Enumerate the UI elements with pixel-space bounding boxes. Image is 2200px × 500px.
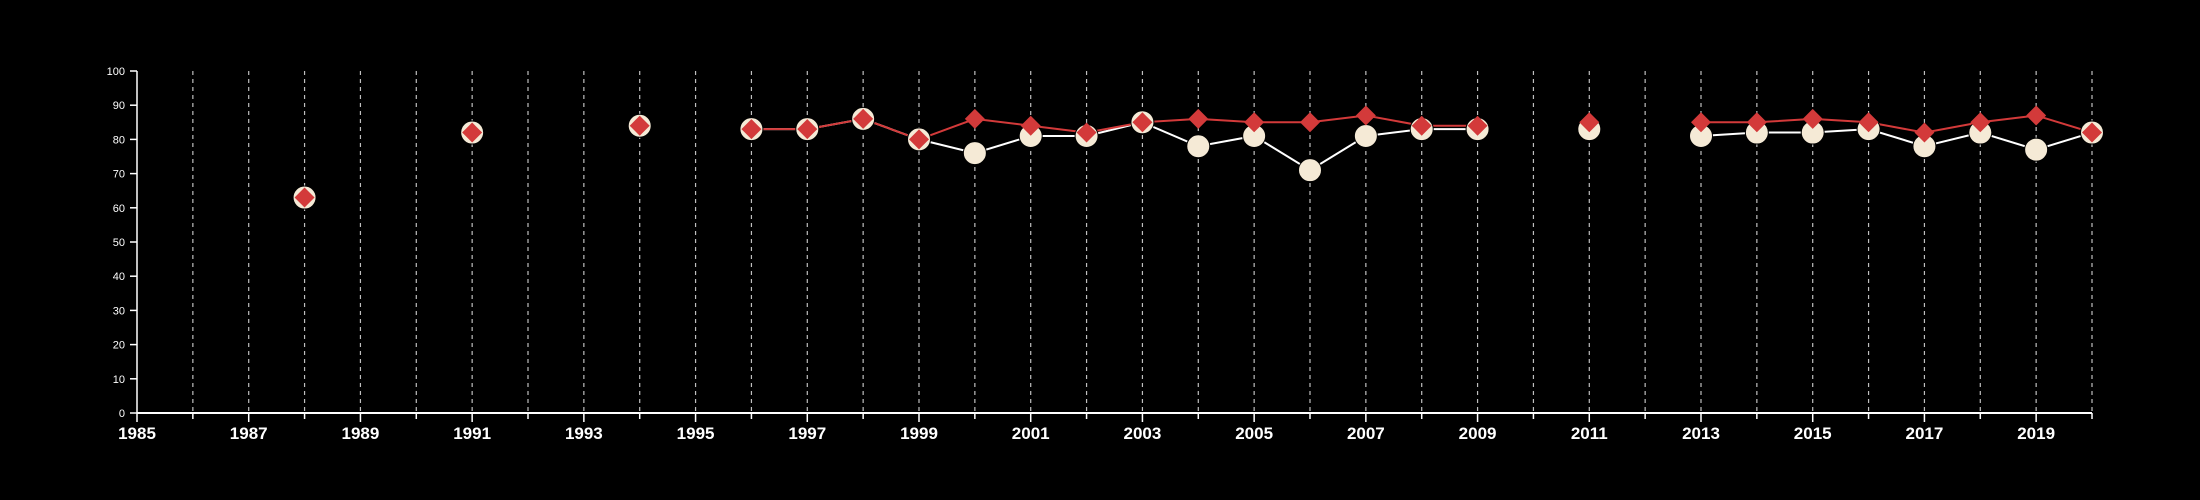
series-layer xyxy=(292,105,2104,210)
y-tick-label: 50 xyxy=(113,237,125,249)
y-tick-label: 100 xyxy=(107,66,125,78)
data-point-diamond xyxy=(294,187,315,208)
x-tick-label: 1997 xyxy=(788,424,826,443)
data-point-diamond xyxy=(1579,112,1600,133)
y-tick-label: 0 xyxy=(119,408,125,420)
x-tick-label: 2005 xyxy=(1235,424,1273,443)
data-point-diamond xyxy=(1132,112,1153,133)
y-tick-label: 60 xyxy=(113,203,125,215)
data-point-diamond xyxy=(1076,122,1097,143)
data-point-diamond xyxy=(1300,112,1320,133)
x-tick-label: 2017 xyxy=(1906,424,1944,443)
data-point-diamond xyxy=(1914,122,1935,143)
x-tick-label: 2015 xyxy=(1794,424,1832,443)
data-point-diamond xyxy=(1467,115,1488,136)
data-point-diamond xyxy=(2026,105,2047,126)
data-point-circle xyxy=(1353,123,1378,148)
x-tick-label: 2003 xyxy=(1124,424,1162,443)
data-point-diamond xyxy=(1746,112,1767,133)
x-tick-label: 2019 xyxy=(2017,424,2055,443)
data-point-diamond xyxy=(909,129,929,150)
y-tick-label: 10 xyxy=(113,374,125,386)
x-tick-label: 1999 xyxy=(900,424,938,443)
y-tick-label: 90 xyxy=(113,100,125,112)
data-point-diamond xyxy=(629,115,650,136)
data-point-diamond xyxy=(853,108,874,129)
data-point-circle xyxy=(1186,134,1211,159)
x-tick-label: 2009 xyxy=(1459,424,1497,443)
y-tick-label: 30 xyxy=(113,305,125,317)
data-point-diamond xyxy=(1411,115,1432,136)
x-tick-label: 1985 xyxy=(118,424,156,443)
data-point-diamond xyxy=(1244,112,1265,133)
x-tick-label: 2001 xyxy=(1012,424,1050,443)
data-point-diamond xyxy=(1802,108,1823,129)
data-point-diamond xyxy=(1188,108,1209,129)
data-point-diamond xyxy=(741,119,762,140)
data-point-circle xyxy=(2024,137,2049,162)
x-tick-label: 2011 xyxy=(1571,424,1608,443)
data-point-diamond xyxy=(1858,112,1879,133)
x-tick-label: 1987 xyxy=(230,424,268,443)
x-tick-label: 1995 xyxy=(677,424,715,443)
data-point-diamond xyxy=(1355,105,1376,126)
x-tick-label: 1993 xyxy=(565,424,603,443)
data-point-diamond xyxy=(797,119,818,140)
x-tick-label: 1991 xyxy=(453,424,491,443)
y-tick-label: 40 xyxy=(113,271,125,283)
x-tick-label: 1989 xyxy=(342,424,380,443)
data-point-diamond xyxy=(462,122,483,143)
y-tick-label: 80 xyxy=(113,134,125,146)
data-point-circle xyxy=(962,141,987,166)
data-point-diamond xyxy=(1691,112,1711,133)
data-point-diamond xyxy=(2082,122,2102,143)
data-point-diamond xyxy=(1020,115,1041,136)
data-point-diamond xyxy=(1970,112,1991,133)
x-tick-label: 2007 xyxy=(1347,424,1385,443)
axes: 0 10 20 30 40 50 60 70 80 90 100 1985 1987 1989 1991 19… xyxy=(107,66,2093,443)
y-tick-label: 70 xyxy=(113,169,125,181)
data-point-diamond xyxy=(964,108,985,129)
data-point-circle xyxy=(1298,158,1322,183)
y-tick-label: 20 xyxy=(113,340,125,352)
x-tick-label: 2013 xyxy=(1682,424,1720,443)
